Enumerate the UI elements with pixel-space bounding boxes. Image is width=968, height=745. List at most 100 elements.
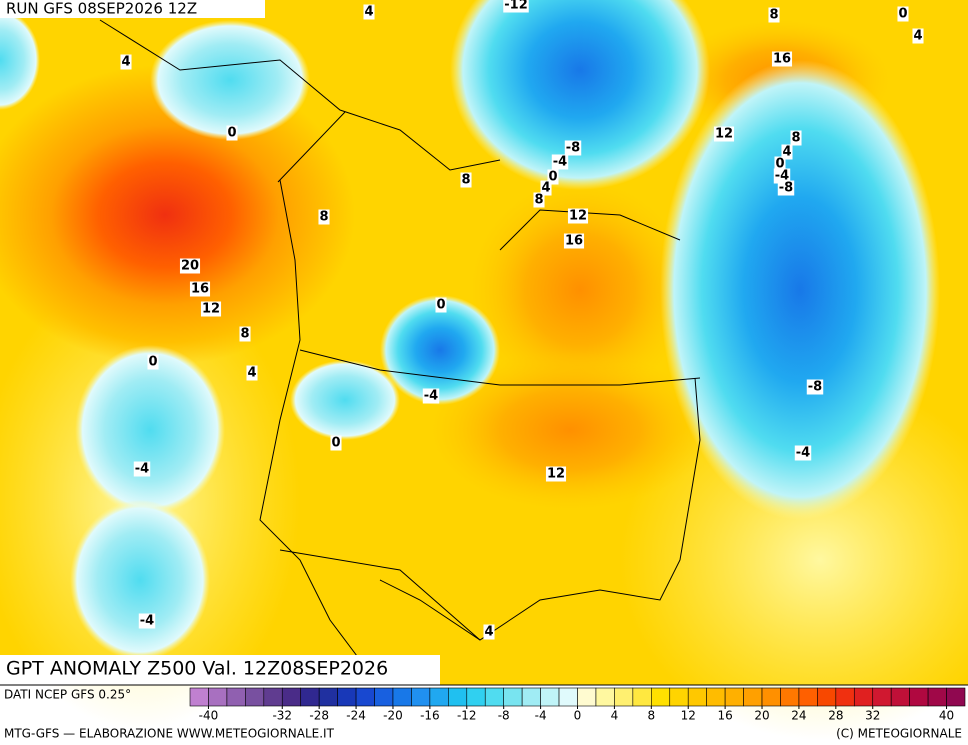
contour-label: 8 [534,193,543,208]
colorbar-box [281,687,302,707]
colorbar-tick-label: 4 [611,709,619,723]
contour-label: 0 [775,157,784,172]
colorbar-tick-label: 8 [647,709,655,723]
colorbar-box [798,687,818,707]
colorbar-box [318,687,338,707]
contour-label: -8 [808,380,822,395]
contour-label: -4 [553,155,567,170]
colorbar-box [558,687,578,707]
contour-label: 16 [773,52,791,67]
colorbar-box [337,687,357,707]
contour-label-bg [567,208,589,224]
contour-label: 8 [240,327,249,342]
contour-label: 0 [898,7,907,22]
contour-label-bg [483,624,495,640]
contour-label-bg [179,258,201,274]
colorbar-tick-label: 12 [681,709,696,723]
colorbar-box [780,687,800,707]
contour-label-bg [563,233,585,249]
colorbar-box [817,687,837,707]
credit: MTG-GFS — ELABORAZIONE WWW.METEOGIORNALE… [4,727,335,741]
contour-label: 0 [548,170,557,185]
colorbar-box [374,687,394,707]
contour-label-bg [897,6,909,22]
contour-label: 0 [148,355,157,370]
contour-label-bg [460,172,472,188]
contour-label-bg [768,7,780,23]
contour-label: 16 [565,234,583,249]
colorbar-box [946,687,966,707]
colorbar-box [189,687,209,707]
colorbar-box [890,687,910,707]
contour-label: 4 [364,5,373,20]
colorbar-tick-label: 24 [791,709,806,723]
contour-label: 0 [227,126,236,141]
contour-label-bg [435,297,447,313]
colorbar-tick-label: 20 [754,709,769,723]
colorbar-tick-label: 16 [717,709,732,723]
colorbar-box [706,687,726,707]
colorbar-box [632,687,652,707]
contour-label-bg [540,180,552,196]
colorbar-box [687,687,707,707]
contour-label-bg [771,51,793,67]
colorbar-box [263,687,283,707]
contour-label-bg [226,125,238,141]
colorbar-tick-label: 0 [574,709,582,723]
colorbar-box [835,687,855,707]
colorbar-box [872,687,892,707]
colorbar-box [429,687,449,707]
colorbar-box [411,687,431,707]
colorbar-box [577,687,597,707]
colorbar-tick-label: -20 [383,709,403,723]
contour-label: 8 [769,8,778,23]
colorbar-tick-label: -4 [535,709,547,723]
contour-label: 0 [331,436,340,451]
colorbar-tick-label: 40 [939,709,954,723]
colorbar-box [761,687,781,707]
contour-label-bg [363,4,375,20]
contour-label-bg [318,209,330,225]
contour-label: 8 [461,173,470,188]
contour-label: 4 [541,181,550,196]
contour-label: 4 [782,145,791,160]
colorbar-box [392,687,412,707]
colorbar-tick-label: -24 [346,709,366,723]
colorbar-tick-label: -16 [420,709,440,723]
data-source: DATI NCEP GFS 0.25° [4,688,131,702]
colorbar-box [614,687,634,707]
contour-label: -4 [796,446,810,461]
contour-label: 4 [484,625,493,640]
map-title: GPT ANOMALY Z500 Val. 12Z08SEP2026 [6,658,388,680]
colorbar-box [448,687,468,707]
contour-label-bg [200,301,222,317]
contour-label: 4 [247,366,256,381]
contour-label: -4 [135,462,149,477]
contour-label-bg [503,0,529,13]
contour-label-bg [147,354,159,370]
colorbar-box [355,687,375,707]
copyright: (C) METEOGIORNALE [836,727,962,741]
coastlines [99,19,701,661]
contour-label-bg [138,613,156,629]
colorbar-box [853,687,874,707]
contour-label-bg [713,126,735,142]
colorbar-tick-label: -28 [309,709,329,723]
contour-label-bg [790,130,802,146]
contour-label-bg [794,445,812,461]
contour-label: -8 [566,141,580,156]
colorbar-box [484,687,504,707]
colorbar-box [927,687,947,707]
contour-label: -4 [775,169,789,184]
colorbar-box [595,687,615,707]
header-box [0,0,265,18]
colorbar-tick-label: -8 [498,709,510,723]
contour-label: 0 [436,298,445,313]
colorbar-tick-label: -12 [457,709,477,723]
contour-label-bg [422,388,440,404]
contour-label: 8 [791,131,800,146]
contour-label: 4 [913,29,922,44]
